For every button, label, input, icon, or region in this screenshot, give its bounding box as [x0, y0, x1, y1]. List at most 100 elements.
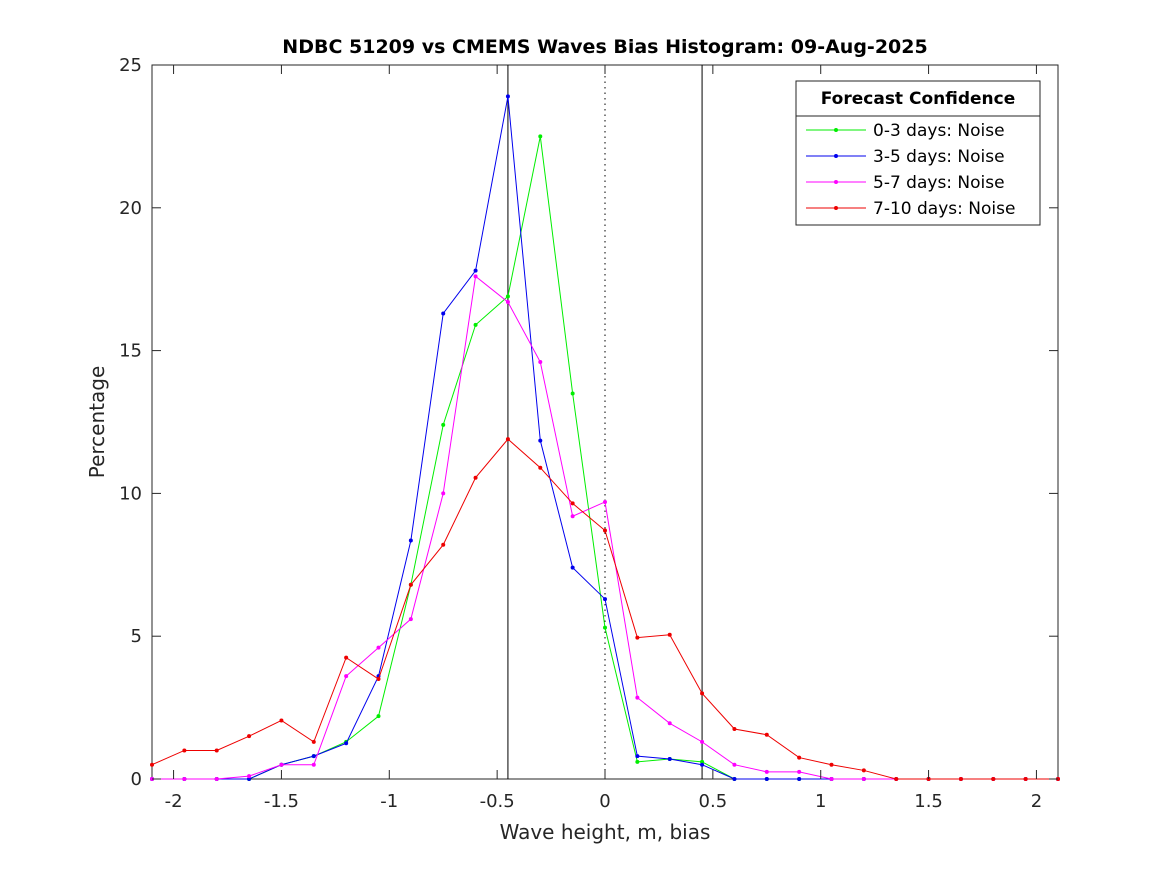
- data-point: [538, 465, 543, 470]
- data-point: [732, 727, 737, 732]
- data-point: [603, 625, 607, 630]
- y-tick-label: 20: [119, 198, 142, 219]
- y-tick-label: 10: [119, 483, 142, 504]
- x-tick-label: -1: [380, 791, 398, 812]
- legend: Forecast Confidence 0-3 days: Noise 3-5 d…: [795, 80, 1041, 226]
- data-point: [279, 762, 284, 767]
- data-point: [603, 597, 607, 602]
- data-point: [958, 777, 963, 781]
- data-point: [344, 655, 349, 660]
- data-point: [473, 322, 478, 327]
- x-tick-label: 0: [599, 791, 610, 812]
- data-point: [570, 514, 575, 519]
- data-point: [829, 762, 834, 767]
- data-point: [570, 501, 575, 506]
- legend-swatch-marker: [834, 154, 838, 158]
- data-point: [861, 768, 866, 773]
- data-point: [473, 274, 478, 279]
- data-point: [441, 311, 446, 316]
- x-tick-label: 0.5: [699, 791, 728, 812]
- reference-lines: [507, 65, 703, 779]
- data-point: [538, 360, 543, 365]
- data-point: [894, 777, 899, 781]
- data-point: [214, 748, 219, 753]
- data-point: [150, 762, 154, 767]
- y-tick-label: 0: [131, 769, 142, 790]
- data-point: [311, 762, 316, 767]
- data-point: [505, 437, 510, 442]
- data-point: [182, 777, 187, 781]
- data-point: [247, 774, 252, 779]
- data-point: [764, 732, 769, 737]
- data-point: [376, 677, 381, 682]
- data-point: [441, 422, 446, 427]
- x-tick-label: 1.5: [914, 791, 943, 812]
- data-point: [603, 528, 607, 533]
- data-point: [1023, 777, 1028, 781]
- data-point: [700, 759, 705, 764]
- data-point: [441, 491, 446, 496]
- data-point: [797, 769, 802, 774]
- data-point: [505, 294, 510, 299]
- legend-box: [795, 80, 1041, 226]
- data-point: [764, 769, 769, 774]
- chart-title: NDBC 51209 vs CMEMS Waves Bias Histogram…: [282, 36, 927, 58]
- y-tick-label: 5: [131, 626, 142, 647]
- data-point: [635, 635, 640, 640]
- data-point: [667, 632, 672, 637]
- x-tick-label: -1.5: [264, 791, 299, 812]
- legend-entries: 0-3 days: Noise 3-5 days: Noise 5-7 days: …: [806, 121, 1015, 219]
- data-point: [700, 762, 705, 767]
- data-point: [311, 754, 316, 759]
- x-tick-label: 1: [815, 791, 826, 812]
- data-point: [570, 565, 575, 570]
- data-point: [441, 542, 446, 547]
- legend-entry-label: 7-10 days: Noise: [873, 199, 1015, 219]
- x-tick-label: -0.5: [480, 791, 515, 812]
- data-point: [667, 721, 672, 726]
- legend-entry-label: 5-7 days: Noise: [873, 173, 1005, 193]
- data-point: [182, 748, 187, 753]
- data-point: [700, 691, 705, 696]
- data-point: [473, 475, 478, 480]
- legend-swatch-marker: [834, 206, 838, 210]
- y-tick-label: 15: [119, 341, 142, 362]
- legend-title: Forecast Confidence: [821, 89, 1016, 109]
- data-point: [764, 777, 769, 781]
- data-point: [408, 582, 413, 587]
- data-point: [247, 777, 252, 781]
- data-point: [247, 734, 252, 739]
- x-axis-label: Wave height, m, bias: [500, 820, 711, 844]
- data-point: [408, 617, 413, 622]
- data-point: [829, 777, 834, 781]
- x-tick-label: 2: [1031, 791, 1042, 812]
- x-tick-label: -2: [165, 791, 183, 812]
- data-point: [344, 741, 349, 746]
- legend-swatch-marker: [834, 128, 838, 132]
- data-point: [732, 777, 737, 781]
- data-point: [505, 300, 510, 305]
- data-point: [376, 645, 381, 650]
- data-point: [473, 268, 478, 273]
- y-axis-label: Percentage: [85, 366, 109, 479]
- data-point: [635, 759, 640, 764]
- data-point: [408, 538, 413, 543]
- data-point: [538, 438, 543, 443]
- data-point: [505, 94, 510, 99]
- series-7-10-days: [150, 437, 1060, 781]
- data-point: [570, 391, 575, 396]
- legend-swatch-marker: [834, 180, 838, 184]
- data-point: [797, 755, 802, 760]
- data-point: [635, 754, 640, 759]
- y-tick-label: 25: [119, 55, 142, 76]
- legend-entry-label: 0-3 days: Noise: [873, 121, 1005, 141]
- data-point: [311, 739, 316, 744]
- data-point: [603, 499, 607, 504]
- data-point: [732, 762, 737, 767]
- series-layer: [150, 94, 1060, 781]
- data-point: [667, 757, 672, 762]
- data-point: [991, 777, 996, 781]
- data-point: [214, 777, 219, 781]
